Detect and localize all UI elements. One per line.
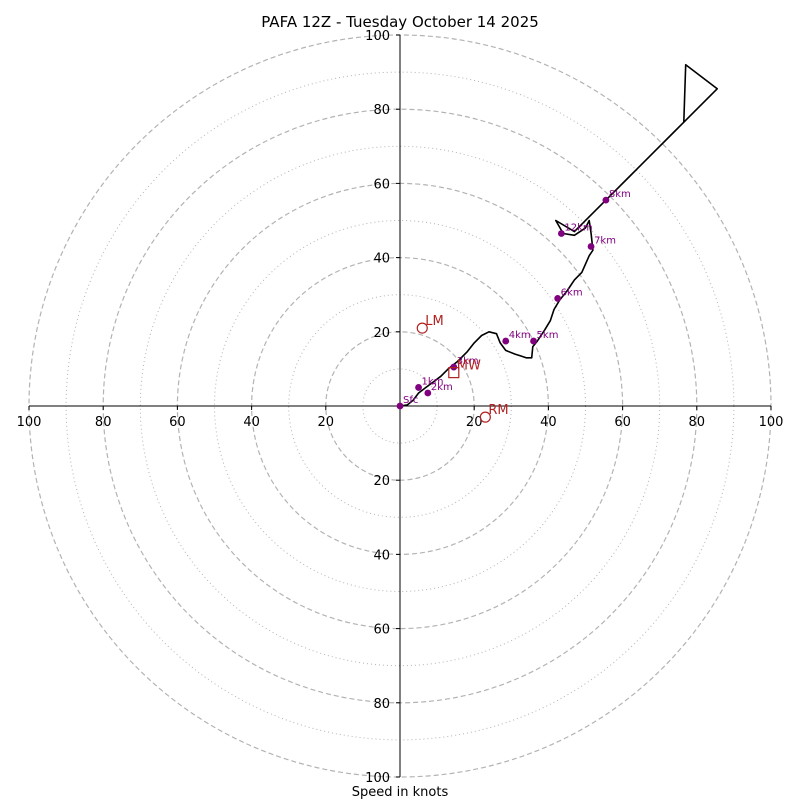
y-tick-label: 60 [373, 623, 390, 638]
storm-motion-label: RM [488, 403, 508, 418]
storm-motion-label: LM [425, 314, 443, 329]
y-tick-label: 20 [373, 326, 390, 341]
height-marker [587, 243, 595, 250]
storm-motion-label: MW [457, 359, 481, 374]
y-tick-label: 100 [365, 29, 390, 44]
x-tick-label: 40 [243, 415, 260, 430]
x-tick-label: 20 [466, 415, 483, 430]
x-tick-label: 60 [169, 415, 186, 430]
height-marker [502, 337, 510, 345]
height-label: 12km [564, 222, 592, 233]
storm-motion-marker [448, 367, 460, 379]
storm-motion-marker [416, 322, 428, 334]
x-tick-label: 40 [540, 415, 557, 430]
y-tick-label: 100 [365, 771, 390, 786]
height-marker [396, 402, 404, 410]
height-label: Sfc [403, 395, 418, 406]
height-label: 3km [457, 356, 479, 367]
storm-motion-marker [479, 411, 491, 423]
height-label: 6km [561, 287, 583, 298]
chart-title: PAFA 12Z - Tuesday October 14 2025 [261, 13, 539, 31]
y-tick-label: 40 [373, 548, 390, 563]
x-tick-label: 80 [95, 415, 112, 430]
y-tick-label: 80 [373, 697, 390, 712]
height-marker [530, 337, 537, 345]
height-marker [554, 295, 562, 302]
height-label: 5km [537, 330, 559, 341]
x-tick-label: 100 [759, 415, 784, 430]
y-tick-label: 80 [373, 103, 390, 118]
x-tick-label: 20 [318, 415, 335, 430]
height-marker [557, 230, 565, 237]
x-tick-label: 100 [17, 415, 42, 430]
x-tick-label: 80 [689, 415, 706, 430]
height-label: 1km [422, 376, 444, 387]
height-marker [602, 196, 610, 204]
x-tick-label: 60 [614, 415, 631, 430]
height-label: 7km [594, 235, 616, 246]
height-label: 2km [431, 382, 453, 393]
y-tick-label: 40 [373, 252, 390, 267]
height-marker [424, 389, 432, 397]
x-axis-label: Speed in knots [352, 785, 449, 800]
y-tick-label: 20 [373, 474, 390, 489]
height-label: 8km [609, 189, 631, 200]
y-tick-label: 60 [373, 177, 390, 192]
height-marker [415, 384, 422, 391]
tick-labels: 100 100 80 80 60 60 40 40 20 20 20 20 40 40 60 60 80 80 10… [17, 29, 784, 786]
storm-motion-markers: LM RM MW [416, 314, 509, 423]
height-label: 4km [509, 330, 531, 341]
